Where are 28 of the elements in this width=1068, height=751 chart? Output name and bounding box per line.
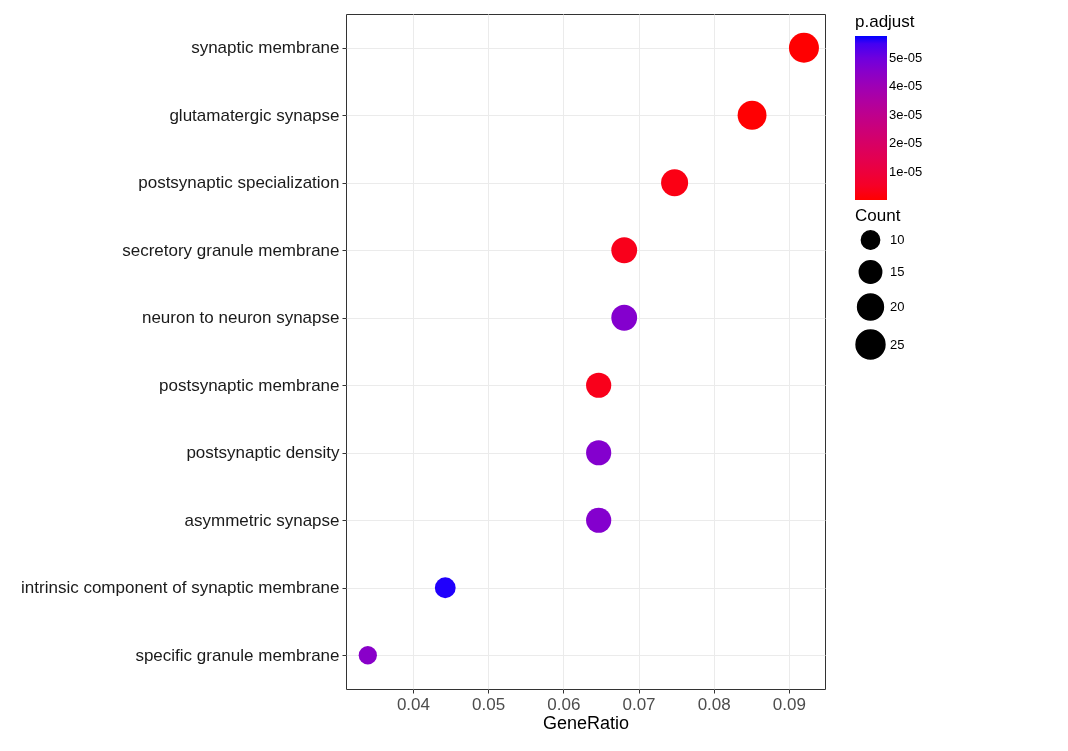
legend-label: 15 (890, 264, 905, 279)
x-axis-title: GeneRatio (542, 712, 630, 733)
x-tick-label: 0.08 (697, 694, 731, 714)
legend-label: 10 (890, 232, 905, 247)
x-tick-label: 0.09 (772, 694, 806, 714)
color-bar-label: 2e-05 (889, 135, 923, 151)
x-tick-label: 0.05 (472, 694, 506, 714)
y-tick-label: specific granule membrane (135, 645, 340, 665)
color-bar-title: p.adjust (855, 12, 915, 31)
y-tick-label: synaptic membrane (191, 38, 340, 58)
color-bar-label: 5e-05 (889, 49, 923, 65)
y-tick-label: postsynaptic density (186, 443, 340, 463)
color-bar-label: 4e-05 (889, 78, 923, 94)
legend-label: 20 (890, 299, 905, 314)
legend-title: Count (855, 206, 901, 225)
y-tick-label: intrinsic component of synaptic membrane (21, 578, 340, 598)
y-tick-label: secretory granule membrane (122, 240, 340, 260)
y-tick-label: asymmetric synapse (184, 510, 340, 530)
x-tick-label: 0.07 (622, 694, 656, 714)
y-tick-label: neuron to neuron synapse (141, 308, 340, 328)
x-tick-label: 0.04 (396, 694, 430, 714)
x-tick-label: 0.06 (547, 694, 581, 714)
y-tick-label: postsynaptic membrane (159, 375, 340, 395)
color-bar-label: 1e-05 (889, 163, 923, 179)
legend-label: 25 (890, 336, 905, 352)
color-bar-label: 3e-05 (889, 106, 923, 122)
y-tick-label: postsynaptic specialization (138, 173, 340, 193)
y-tick-label: glutamatergic synapse (169, 105, 340, 125)
